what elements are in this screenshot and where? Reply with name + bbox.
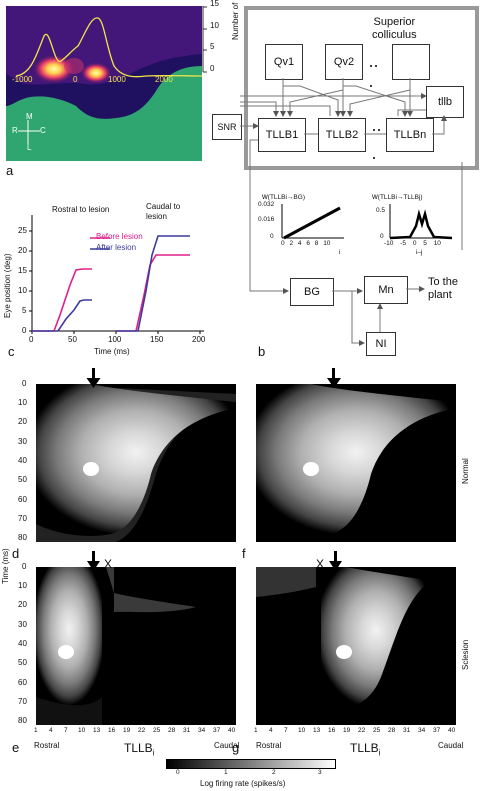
w2-plot xyxy=(389,204,453,240)
c-xtick-0: 0 xyxy=(29,335,34,344)
w2-label: w(TLLBi→TLLBj) xyxy=(372,192,423,201)
a-xtick-1: 0 xyxy=(73,75,78,84)
c-ytick-2: 10 xyxy=(18,286,27,295)
lesion-mark-g: X xyxy=(316,557,325,571)
ni-box: NI xyxy=(366,332,396,356)
qv2-box: Qv2 xyxy=(325,44,363,80)
tllbn-box: TLLBn xyxy=(386,118,434,152)
w2-xlabel: i–j xyxy=(416,249,423,256)
heat-yaxis-bottom: 0 10 20 30 40 50 60 70 80 xyxy=(18,562,27,725)
c-legend-before: Before lesion xyxy=(96,232,143,241)
compass-L: L xyxy=(27,143,32,152)
w1-ytick-0: 0.032 xyxy=(258,201,275,208)
c-xtick-1: 50 xyxy=(68,335,77,344)
heat-ylabel: Time (ms) xyxy=(1,548,10,584)
c-ytick-0: 0 xyxy=(22,326,27,335)
c-xtick-2: 100 xyxy=(108,335,122,344)
colorbar xyxy=(166,759,336,769)
xlabel-left: TLLBi xyxy=(124,741,155,758)
xlabel-right: TLLBi xyxy=(350,741,381,758)
heat-yaxis-top: 0 10 20 30 40 50 60 70 80 xyxy=(18,379,27,542)
c-ytick-5: 25 xyxy=(18,226,27,235)
a-y-axis xyxy=(202,6,207,73)
tllb1-box: TLLB1 xyxy=(258,118,306,152)
w2-xticks: -10 -5 0 5 10 xyxy=(384,240,441,247)
mn-box: Mn xyxy=(364,276,408,304)
panel-c-plot xyxy=(29,215,204,334)
sc-frame xyxy=(244,6,479,170)
label-d: d xyxy=(12,546,20,561)
a-ytick-0: 0 xyxy=(210,64,215,73)
w1-xlabel: i xyxy=(339,249,341,256)
w2-ytick-1: 0 xyxy=(380,233,384,240)
c-title-right: Caudal to lesion xyxy=(146,202,181,221)
compass-cross xyxy=(18,120,40,144)
label-g: g xyxy=(232,740,240,755)
a-ytick-15: 15 xyxy=(210,0,219,8)
heat-xticks-left: 1 4 7 10 13 16 19 22 25 28 31 34 37 40 xyxy=(34,727,236,734)
heatmap-d xyxy=(36,384,236,542)
bg-box: BG xyxy=(290,278,334,306)
heat-xticks-right: 1 4 7 10 13 16 19 22 25 28 31 34 37 40 xyxy=(254,727,456,734)
c-ytick-1: 5 xyxy=(22,306,27,315)
colorbar-ticks: 0 1 2 3 xyxy=(176,769,322,776)
caudal-left: Caudal xyxy=(214,741,240,750)
heatmap-g xyxy=(256,567,456,725)
label-c: c xyxy=(8,344,15,359)
sc-title: Superior colliculus xyxy=(372,16,417,41)
w2-ytick-0: 0.5 xyxy=(376,207,386,214)
heatmap-e xyxy=(36,567,236,725)
compass-R: R xyxy=(12,126,18,135)
label-b: b xyxy=(258,344,266,359)
caudal-right: Caudal xyxy=(438,741,464,750)
c-xtick-4: 200 xyxy=(192,335,206,344)
rostral-left: Rostral xyxy=(34,741,60,750)
rostral-right: Rostral xyxy=(256,741,282,750)
row-normal: Normal xyxy=(461,458,470,484)
snr-box: SNR xyxy=(212,114,242,140)
qv1-box: Qv1 xyxy=(265,44,303,80)
a-xtick-3: 2000 xyxy=(155,75,173,84)
plant-label: To the plant xyxy=(428,276,458,301)
heatmap-f xyxy=(256,384,456,542)
label-e: e xyxy=(12,740,20,755)
a-xtick-0: -1000 xyxy=(12,75,33,84)
tllb2-box: TLLB2 xyxy=(318,118,366,152)
c-legend-after: After lesion xyxy=(96,243,137,252)
row-lesion: Sclesion xyxy=(461,639,470,670)
c-title-left: Rostral to lesion xyxy=(52,205,110,214)
w1-label: w(TLLBi→BG) xyxy=(262,192,305,201)
colorbar-label: Log firing rate (spikes/s) xyxy=(200,779,286,788)
c-xlabel: Time (ms) xyxy=(94,347,130,356)
lesion-mark-e: X xyxy=(104,557,113,571)
a-ytick-5: 5 xyxy=(210,42,215,51)
qvn-box xyxy=(392,44,430,80)
panel-a-image: M R C L xyxy=(6,6,202,161)
panel-a-heatmap xyxy=(6,6,202,119)
label-f: f xyxy=(242,546,246,561)
w1-ytick-1: 0.016 xyxy=(258,216,275,223)
w1-ytick-2: 0 xyxy=(270,233,274,240)
a-ytick-10: 10 xyxy=(210,21,219,30)
tllb-node: tllb xyxy=(426,86,464,118)
w1-xticks: 0 2 4 6 8 10 xyxy=(281,240,331,247)
label-a: a xyxy=(6,163,14,178)
c-ytick-3: 15 xyxy=(18,266,27,275)
compass-M: M xyxy=(26,112,33,121)
compass-C: C xyxy=(40,126,46,135)
a-xtick-2: 1000 xyxy=(108,75,126,84)
c-xtick-3: 150 xyxy=(150,335,164,344)
c-ytick-4: 20 xyxy=(18,246,27,255)
w1-plot xyxy=(281,204,344,240)
